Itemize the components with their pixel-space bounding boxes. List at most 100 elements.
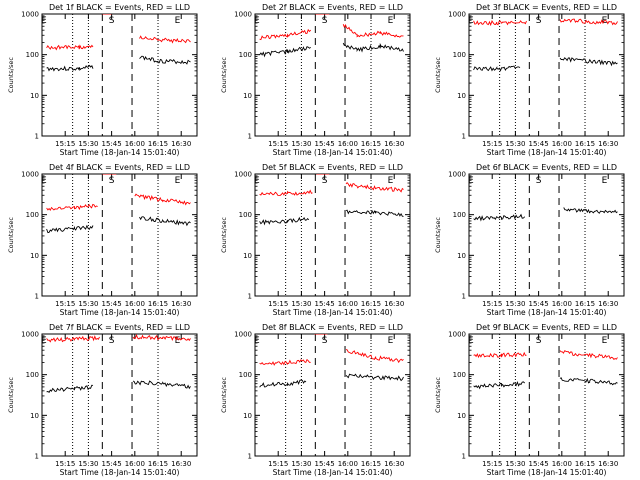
x-tick-label: 16:15 xyxy=(361,460,381,468)
x-tick-label: 16:15 xyxy=(361,300,381,308)
series-line xyxy=(46,64,94,72)
x-tick-label: 15:15 xyxy=(55,460,75,468)
chart-panel: Det 4f BLACK = Events, RED = LLD 1000 100 1… xyxy=(7,163,198,317)
y-tick-label: 10 xyxy=(30,412,39,420)
y-tick-label: 1 xyxy=(248,133,252,141)
x-tick-label: 16:15 xyxy=(575,140,595,148)
y-axis-label: Counts/sec xyxy=(220,217,228,253)
series-line xyxy=(46,203,98,211)
chart-title: Det 6f BLACK = Events, RED = LLD xyxy=(476,163,617,172)
chart-panel: Det 5f BLACK = Events, RED = LLD 1000 100 1… xyxy=(220,163,411,317)
chart-title: Det 4f BLACK = Events, RED = LLD xyxy=(49,163,190,172)
x-tick-label: 15:30 xyxy=(291,300,311,308)
x-tick-label: 16:15 xyxy=(575,460,595,468)
y-tick-label: 100 xyxy=(239,51,252,59)
x-tick-label: 15:45 xyxy=(315,140,335,148)
series-line xyxy=(559,350,618,361)
y-tick-label: 10 xyxy=(243,412,252,420)
y-tick-label: 10 xyxy=(457,252,466,260)
series-line xyxy=(132,380,191,390)
plot-frame xyxy=(468,13,625,137)
x-tick-label: 15:15 xyxy=(55,140,75,148)
chart-title: Det 1f BLACK = Events, RED = LLD xyxy=(49,3,190,12)
y-tick-label: 1000 xyxy=(448,11,466,19)
plot-frame xyxy=(41,173,198,297)
plot-frame xyxy=(468,173,625,297)
event-marker-label: S xyxy=(322,336,328,346)
y-tick-label: 10 xyxy=(243,252,252,260)
plot-frame xyxy=(254,173,411,297)
y-tick-label: 100 xyxy=(453,211,466,219)
event-marker-label: E xyxy=(388,336,394,346)
series-line xyxy=(345,349,404,364)
event-marker-label: E xyxy=(175,176,181,186)
x-tick-label: 16:00 xyxy=(338,460,358,468)
event-marker-label: S xyxy=(536,176,542,186)
series-line xyxy=(342,24,404,38)
x-tick-label: 16:15 xyxy=(148,460,168,468)
series-line xyxy=(259,46,311,58)
y-tick-label: 1000 xyxy=(21,11,39,19)
chart-title: Det 8f BLACK = Events, RED = LLD xyxy=(262,323,403,332)
series-line xyxy=(134,193,191,206)
x-tick-label: 16:30 xyxy=(598,460,618,468)
x-tick-label: 15:45 xyxy=(529,300,549,308)
series-line xyxy=(46,44,94,51)
y-tick-label: 1 xyxy=(35,133,39,141)
y-tick-label: 1 xyxy=(35,293,39,301)
y-tick-label: 100 xyxy=(239,211,252,219)
x-tick-label: 16:00 xyxy=(338,300,358,308)
series-line xyxy=(473,351,527,359)
series-line xyxy=(259,189,313,197)
event-marker-label: E xyxy=(175,16,181,26)
series-line xyxy=(46,335,100,343)
x-tick-label: 15:30 xyxy=(291,140,311,148)
y-axis-label: Counts/sec xyxy=(7,377,15,413)
x-tick-label: 16:30 xyxy=(384,460,404,468)
series-line xyxy=(473,19,527,27)
event-marker-label: E xyxy=(388,176,394,186)
chart-title: Det 3f BLACK = Events, RED = LLD xyxy=(476,3,617,12)
x-tick-label: 15:45 xyxy=(315,300,335,308)
y-tick-label: 100 xyxy=(26,51,39,59)
x-axis-label: Start Time (18-Jan-14 15:01:40) xyxy=(273,148,393,157)
x-tick-label: 16:00 xyxy=(552,460,572,468)
x-tick-label: 15:45 xyxy=(102,460,122,468)
x-tick-label: 15:30 xyxy=(78,300,98,308)
chart-title: Det 9f BLACK = Events, RED = LLD xyxy=(476,323,617,332)
event-marker-label: S xyxy=(322,16,328,26)
series-line xyxy=(345,209,404,217)
event-marker-label: E xyxy=(41,16,47,26)
chart-title: Det 5f BLACK = Events, RED = LLD xyxy=(262,163,403,172)
x-tick-label: 15:15 xyxy=(482,300,502,308)
y-tick-label: 1 xyxy=(248,293,252,301)
x-tick-label: 15:15 xyxy=(268,300,288,308)
plot-frame xyxy=(254,333,411,457)
y-tick-label: 1000 xyxy=(448,331,466,339)
x-axis-label: Start Time (18-Jan-14 15:01:40) xyxy=(487,308,607,317)
x-axis-label: Start Time (18-Jan-14 15:01:40) xyxy=(60,308,180,317)
series-line xyxy=(559,377,618,386)
event-marker-label: E xyxy=(602,176,608,186)
plot-frame xyxy=(468,333,625,457)
y-tick-label: 1000 xyxy=(234,11,252,19)
series-line xyxy=(46,384,94,393)
series-line xyxy=(559,57,618,67)
x-tick-label: 15:45 xyxy=(102,140,122,148)
event-marker-label: E xyxy=(254,176,260,186)
x-axis-label: Start Time (18-Jan-14 15:01:40) xyxy=(487,148,607,157)
chart-title: Det 2f BLACK = Events, RED = LLD xyxy=(262,3,403,12)
y-tick-label: 1000 xyxy=(21,331,39,339)
series-line xyxy=(139,35,191,44)
x-tick-label: 15:45 xyxy=(529,460,549,468)
x-tick-label: 16:30 xyxy=(384,140,404,148)
x-tick-label: 15:15 xyxy=(268,140,288,148)
y-tick-label: 1000 xyxy=(234,331,252,339)
x-tick-label: 16:30 xyxy=(171,460,191,468)
event-marker-label: E xyxy=(254,336,260,346)
x-tick-label: 15:30 xyxy=(505,140,525,148)
series-line xyxy=(139,55,191,65)
chart-panel: Det 6f BLACK = Events, RED = LLD 1000 100 1… xyxy=(434,163,625,317)
y-tick-label: 100 xyxy=(26,211,39,219)
series-line xyxy=(473,213,526,222)
